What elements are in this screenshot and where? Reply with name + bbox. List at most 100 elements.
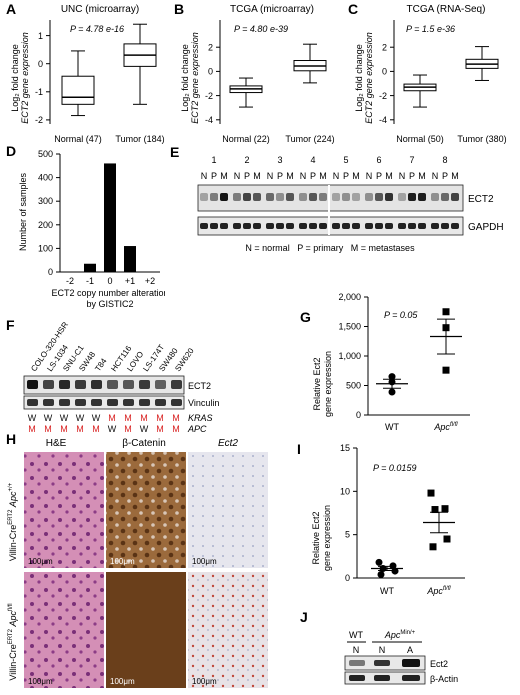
gapdh-band	[332, 223, 340, 229]
j-band	[374, 660, 390, 666]
panel-j-wt: WT	[349, 630, 363, 640]
panel-letter-h: H	[6, 432, 16, 447]
panel-b-ylabel-2: ECT2 gene expression	[190, 32, 200, 124]
apc-genotype: M	[124, 424, 132, 434]
panel-c-ytick: 0	[382, 67, 387, 77]
gapdh-band	[233, 223, 241, 229]
panel-f-kras-label: KRAS	[188, 413, 213, 423]
panel-b: B TCGA (microarray) P = 4.80 e-39 Log₂ f…	[174, 1, 335, 144]
f-vinculin-band	[123, 399, 134, 406]
panel-b-ytick: -4	[205, 115, 213, 125]
j-band	[402, 675, 420, 681]
panel-i-ylabel-2: gene expression	[322, 505, 332, 571]
ect2-band	[286, 193, 294, 201]
panel-d-bar	[84, 263, 96, 272]
data-point	[442, 366, 450, 374]
panel-a-yticks: 1 0 -1 -2	[35, 31, 50, 125]
gapdh-band	[200, 223, 208, 229]
f-vinculin-band	[139, 399, 150, 406]
panel-e-band-ect2: ECT2	[468, 194, 494, 205]
panel-e-npm: N	[267, 171, 274, 181]
gapdh-band	[210, 223, 218, 229]
panel-d-xticks: -2 -1 0 +1 +2	[66, 276, 155, 286]
panel-d-ytick: 100	[38, 243, 53, 253]
panel-c-ytick: -4	[379, 115, 387, 125]
ect2-band	[441, 193, 449, 201]
panel-g-group-wt: WT	[385, 422, 399, 432]
panel-f-band-ect2: ECT2	[188, 381, 211, 391]
panel-a-ytick: 0	[38, 59, 43, 69]
data-point	[388, 388, 396, 396]
panel-b-pvalue: P = 4.80 e-39	[234, 24, 288, 34]
f-vinculin-band	[171, 399, 182, 406]
gapdh-band	[375, 223, 383, 229]
kras-genotype: M	[140, 413, 148, 423]
panel-b-title: TCGA (microarray)	[230, 4, 314, 15]
gapdh-band	[342, 223, 350, 229]
data-point	[379, 564, 387, 572]
panel-d-yticks: 500 400 300 200 100 0	[38, 149, 60, 277]
data-point	[443, 535, 451, 543]
panel-i-group-wt: WT	[380, 586, 394, 596]
ect2-apc-image	[188, 572, 268, 688]
panel-g: G P = 0.05 Relative Ect2 gene expression…	[300, 292, 470, 432]
panel-h-col-he: H&E	[46, 438, 67, 449]
panel-e-lane: 2	[244, 155, 249, 165]
data-point	[431, 506, 439, 514]
panel-c-yticks: 2 0 -2 -4	[379, 43, 394, 125]
j-band	[349, 675, 365, 681]
gapdh-blot	[197, 216, 464, 236]
panel-f-cell-line: T84	[93, 356, 109, 373]
apc-genotype: M	[92, 424, 100, 434]
data-point	[427, 489, 435, 497]
panel-h-row-2: Villin-CreERT2 Apcfl/fl	[8, 603, 18, 680]
panel-e-npm: P	[442, 171, 448, 181]
panel-i-ylabel-1: Relative Ect2	[311, 511, 321, 564]
panel-d-bar	[104, 163, 116, 272]
panel-j-lane: N	[353, 645, 360, 655]
f-ect2-band	[171, 380, 182, 389]
panel-d-xtick: -1	[86, 276, 94, 286]
panel-d-ytick: 500	[38, 149, 53, 159]
panel-b-group-normal: Normal (22)	[222, 134, 270, 144]
kras-genotype: M	[124, 413, 132, 423]
panel-g-yticks: 2,000 1,500 1,000 500 0	[338, 292, 368, 420]
panel-e-lane: 8	[442, 155, 447, 165]
j-band	[402, 659, 420, 667]
ect2-band	[332, 193, 340, 201]
panel-e-bands	[200, 193, 459, 229]
panel-a: A UNC (microarray) P = 4.78 e-16 Log₂ fo…	[6, 1, 165, 144]
panel-c-pvalue: P = 1.5 e-36	[406, 24, 455, 34]
f-ect2-band	[155, 380, 166, 389]
panel-e-npm: M	[418, 171, 426, 181]
ect2-band	[398, 193, 406, 201]
ytick: 10	[340, 486, 350, 496]
box-iqr	[61, 75, 95, 105]
data-point	[429, 543, 437, 551]
panel-e-lane-numbers: 1 2 3 4 5 6 7 8	[211, 155, 447, 165]
panel-e-npm: M	[286, 171, 294, 181]
panel-e-npm: N	[432, 171, 439, 181]
panel-e-lane: 3	[277, 155, 282, 165]
panel-i-points	[371, 489, 455, 579]
panel-b-ytick: 0	[208, 67, 213, 77]
apc-genotype: W	[140, 424, 149, 434]
panel-a-ylabel-2: ECT2 gene expression	[20, 32, 30, 124]
kras-genotype: M	[108, 413, 116, 423]
f-ect2-band	[91, 380, 102, 389]
ect2-band	[220, 193, 228, 201]
panel-j-band-ect2: Ect2	[430, 659, 448, 669]
gapdh-band	[431, 223, 439, 229]
panel-c-ytick: -2	[379, 91, 387, 101]
kras-genotype: W	[44, 413, 53, 423]
panel-letter-j: J	[300, 609, 308, 625]
panel-d-xlabel-1: ECT2 copy number alteration	[51, 288, 165, 298]
ect2-band	[243, 193, 251, 201]
panel-c-group-normal: Normal (50)	[396, 134, 444, 144]
panel-d-xtick: +1	[125, 276, 135, 286]
panel-letter-g: G	[300, 309, 311, 325]
panel-letter-d: D	[6, 143, 16, 159]
panel-letter-i: I	[297, 441, 301, 457]
apc-genotype: M	[172, 424, 180, 434]
